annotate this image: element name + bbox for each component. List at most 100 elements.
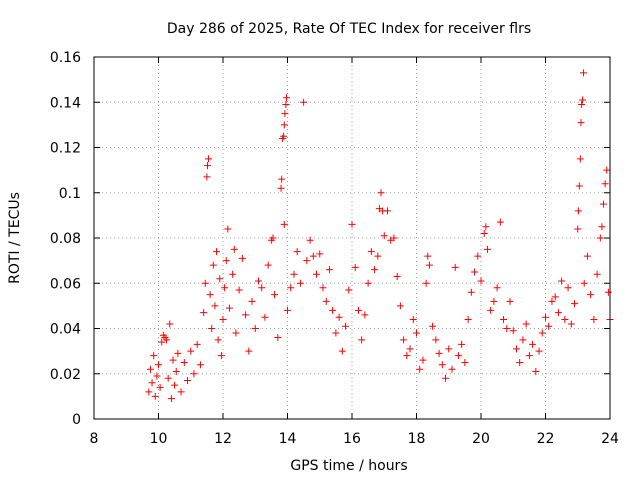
data-point	[545, 322, 553, 330]
y-tick-label: 0.06	[50, 276, 81, 292]
y-tick-label: 0.12	[50, 141, 81, 157]
data-point	[148, 379, 156, 387]
data-point	[551, 293, 559, 301]
data-point	[364, 279, 372, 287]
y-tick-label: 0.16	[50, 50, 81, 66]
data-point	[461, 358, 469, 366]
data-point	[214, 336, 222, 344]
data-point	[151, 392, 159, 400]
data-point	[493, 284, 501, 292]
data-point	[245, 347, 253, 355]
data-point	[432, 336, 440, 344]
data-point	[351, 263, 359, 271]
data-point	[204, 155, 212, 163]
data-point	[413, 329, 420, 337]
data-point	[211, 302, 219, 310]
data-point	[146, 365, 154, 373]
data-point	[383, 207, 391, 215]
data-point	[196, 361, 204, 369]
data-point	[503, 325, 511, 332]
data-point	[438, 361, 446, 369]
data-point	[296, 279, 304, 287]
data-point	[577, 119, 585, 127]
data-point	[598, 223, 606, 231]
x-axis-label: GPS time / hours	[290, 458, 407, 474]
data-point	[580, 69, 588, 77]
y-tick-label: 0.1	[59, 186, 81, 202]
chart-title: Day 286 of 2025, Rate Of TEC Index for r…	[167, 21, 531, 37]
y-tick-label: 0.14	[50, 95, 81, 111]
data-point	[574, 207, 582, 215]
data-point	[548, 297, 556, 305]
data-point	[167, 395, 175, 403]
x-tick-label: 22	[537, 431, 555, 447]
data-point	[193, 340, 201, 348]
data-point	[400, 336, 408, 344]
data-point	[361, 311, 369, 319]
data-point	[583, 252, 591, 260]
data-point	[422, 279, 430, 287]
data-point	[306, 236, 314, 244]
data-point	[156, 383, 164, 391]
data-point	[201, 279, 209, 287]
y-tick-label: 0.02	[50, 367, 81, 383]
data-point	[329, 306, 337, 314]
data-point	[590, 315, 598, 323]
data-point	[283, 94, 291, 102]
data-point	[464, 315, 472, 323]
data-point	[445, 345, 453, 353]
data-point	[180, 358, 188, 366]
data-point	[535, 347, 543, 355]
data-point	[435, 349, 443, 357]
data-point	[409, 315, 417, 323]
y-axis-label: ROTI / TECUs	[7, 192, 23, 284]
data-point	[284, 306, 291, 314]
data-point	[322, 297, 330, 305]
data-point	[424, 252, 432, 260]
data-point	[293, 248, 301, 256]
data-point	[163, 336, 171, 344]
x-tick-label: 10	[150, 431, 168, 447]
data-point	[419, 356, 427, 364]
data-point	[229, 270, 237, 278]
data-point	[522, 320, 530, 328]
data-point	[166, 320, 174, 328]
data-point	[287, 284, 295, 292]
data-point	[335, 313, 343, 321]
data-point	[578, 101, 586, 109]
data-point	[374, 252, 382, 260]
data-point	[274, 334, 282, 342]
data-point	[358, 336, 366, 344]
data-point	[596, 234, 604, 242]
data-point	[403, 352, 411, 360]
data-point	[332, 329, 340, 337]
data-point	[482, 223, 490, 231]
data-point	[371, 266, 379, 274]
data-point	[261, 313, 269, 321]
x-tick-label: 18	[408, 431, 426, 447]
data-point	[558, 277, 566, 285]
data-point	[458, 340, 466, 348]
data-point	[509, 327, 517, 335]
data-point	[396, 302, 404, 310]
data-point	[448, 365, 456, 373]
data-point	[506, 297, 514, 305]
data-point	[575, 182, 583, 190]
data-point	[164, 374, 172, 382]
data-point	[567, 320, 575, 328]
data-point	[319, 284, 327, 292]
data-point	[150, 352, 158, 360]
data-point	[208, 325, 216, 332]
data-point	[169, 356, 177, 364]
data-point	[264, 261, 272, 269]
data-point	[232, 329, 240, 337]
data-point	[519, 336, 527, 344]
data-point	[454, 352, 462, 360]
data-point	[204, 162, 212, 170]
data-point	[281, 110, 289, 118]
data-point	[254, 277, 262, 285]
x-tick-label: 14	[279, 431, 297, 447]
y-tick-label: 0.04	[50, 322, 81, 338]
data-point	[158, 338, 166, 346]
